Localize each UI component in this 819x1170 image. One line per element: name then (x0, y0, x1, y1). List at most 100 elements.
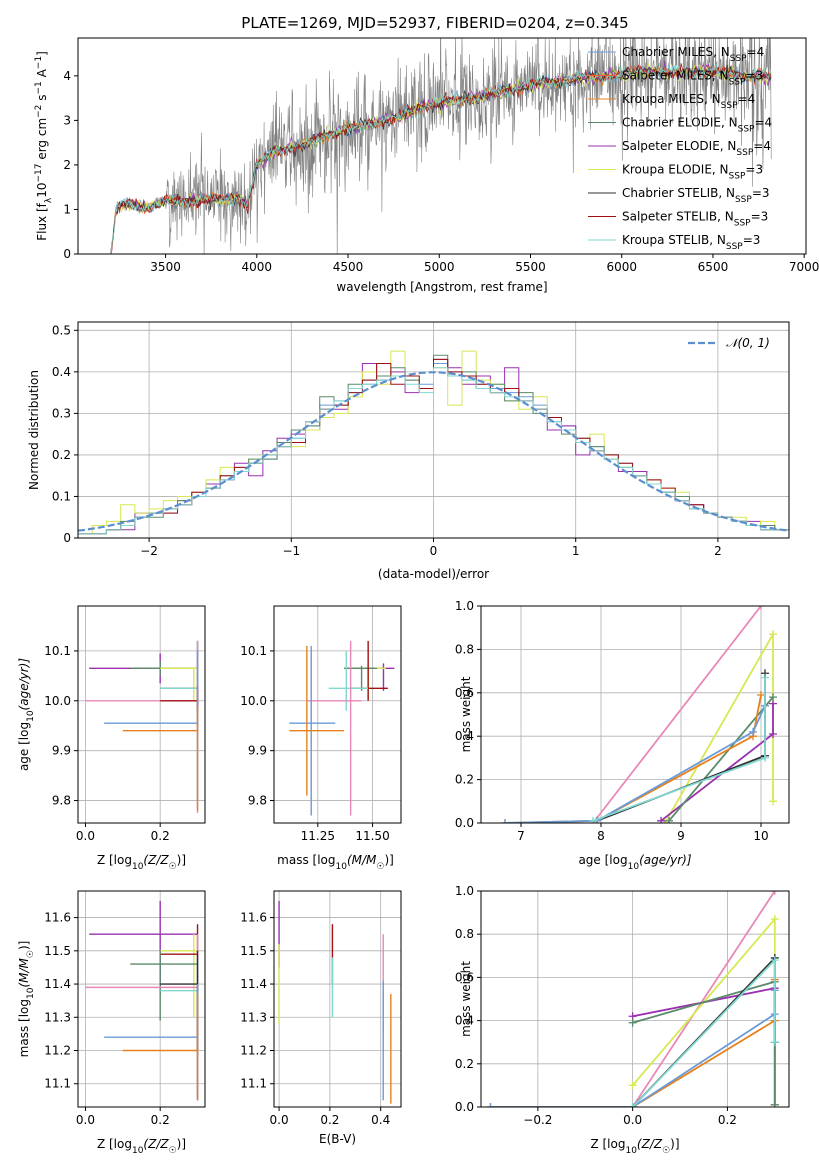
label-part: SSP (729, 172, 746, 182)
series-marker (628, 1081, 637, 1090)
plot-area (85, 640, 199, 814)
label-part: =4 (747, 45, 765, 59)
y-tick-label: 0 (63, 531, 71, 545)
x-axis-label: age [log10(age/yr)] (578, 853, 691, 872)
y-tick-label: 0.2 (52, 448, 71, 462)
series-marker (657, 816, 665, 823)
x-axis-label: Z [log10(Z/Z☉)] (97, 1137, 186, 1156)
series-marker (769, 730, 777, 739)
series-marker (501, 819, 509, 823)
label-part: s (35, 95, 49, 105)
label-part: 10 (26, 987, 36, 999)
y-tick-label: 9.8 (52, 794, 71, 808)
y-tick-label: 10.1 (240, 644, 267, 658)
x-tick-label: 5000 (424, 260, 455, 274)
label-part: erg cm (35, 118, 49, 164)
series-line (668, 696, 774, 822)
x-tick-label: 7 (517, 829, 525, 843)
label-part: )] (384, 853, 393, 867)
y-tick-label: 10.0 (240, 694, 267, 708)
y-tick-label: 11.3 (240, 1010, 267, 1024)
label-part: SSP (729, 78, 746, 88)
y-tick-label: 0.0 (455, 816, 474, 830)
axes-frame (480, 890, 790, 1108)
ebv-mass-panel: 0.0 0.2 0.4 11.1 11.2 11.3 11.4 11.5 11.6 E(B-V) (240, 890, 402, 1146)
label-part: SSP (735, 195, 752, 205)
y-tick-label: 1.0 (455, 599, 474, 613)
label-part: SSP (738, 125, 755, 135)
legend-entry: Kroupa STELIB, NSSP=3 (622, 233, 760, 252)
y-tick-label: 0.5 (52, 323, 71, 337)
y-tick-label: 9.8 (248, 794, 267, 808)
y-axis-label-group: mass weight (459, 961, 473, 1037)
legend-entry: Salpeter STELIB, NSSP=3 (622, 210, 768, 229)
plot-area (486, 891, 779, 1107)
mass-age-panel: 11.25 11.50 9.8 9.9 10.0 10.1 mass [log10(M/M☉… (240, 605, 402, 872)
y-axis-label: mass weight (459, 676, 473, 752)
x-axis-label: Z [log10(Z/Z☉)] (590, 1137, 679, 1156)
x-tick-label: 2 (714, 544, 722, 558)
y-tick-label: 0.4 (455, 729, 474, 743)
label-part: )] (177, 1137, 186, 1151)
series-marker (628, 1018, 637, 1027)
label-part: Z [log (97, 853, 132, 867)
series-marker (769, 630, 777, 639)
y-tick-label: 11.2 (240, 1044, 267, 1058)
y-axis-label: Flux [fλ10−17 erg cm−2 s−1 A−1] (34, 51, 54, 241)
label-part: Salpeter ELODIE, N (622, 139, 736, 153)
legend-entry: Chabrier MILES, NSSP=4 (622, 45, 764, 64)
label-part: (Z/Z (143, 853, 169, 867)
label-part: 10 (26, 710, 36, 722)
figure-title: PLATE=1269, MJD=52937, FIBERID=0204, z=0… (241, 14, 628, 32)
x-tick-label: 0.0 (623, 1113, 642, 1127)
label-part: =3 (751, 210, 769, 224)
label-part: Kroupa MILES, N (622, 92, 721, 106)
label-part: 10 (336, 862, 348, 872)
label-part: 10 (132, 862, 144, 872)
legend-entry: Kroupa ELODIE, NSSP=3 (622, 163, 763, 182)
y-tick-label: 11.5 (240, 944, 267, 958)
label-part: Chabrier ELODIE, N (622, 116, 738, 130)
label-part: 10 (132, 1146, 144, 1156)
series-marker (589, 816, 597, 823)
label-part: =4 (738, 92, 756, 106)
label-part: ☉ (376, 862, 384, 872)
y-axis-label: age [log10(age/yr)] (17, 658, 36, 771)
label-part: Kroupa STELIB, N (622, 233, 726, 247)
y-tick-label: 0.8 (455, 642, 474, 656)
y-tick-label: 0.6 (455, 970, 474, 984)
label-part: Z [log (97, 1137, 132, 1151)
series-marker (769, 797, 777, 806)
x-tick-label: 0.0 (270, 1113, 289, 1127)
residuals-panel: −2 −1 0 1 2 0 0.1 0.2 0.3 0.4 0.5 Normed distributi… (27, 321, 790, 581)
y-tick-label: 9.9 (248, 744, 267, 758)
x-tick-label: 10 (753, 829, 768, 843)
series-marker (665, 816, 673, 823)
plot-area (110, 38, 772, 254)
y-tick-label: 11.5 (44, 944, 71, 958)
x-tick-label: −1 (282, 544, 300, 558)
series-marker (757, 606, 765, 610)
series-marker (770, 915, 779, 924)
label-part: (M/M (17, 957, 31, 987)
label-part: )] (670, 1137, 679, 1151)
z-mass-panel: 0.0 0.211.111.211.311.411.511.6Z [log10(Z… (17, 890, 206, 1156)
age-weight-panel: 7 8 9 10 0.0 0.2 0.4 0.6 0.8 1.0 mass weight age [l… (455, 599, 790, 872)
model-spectrum (110, 63, 772, 254)
y-tick-label: 11.1 (240, 1077, 267, 1091)
legend-entry: 𝒩(0, 1) (726, 336, 770, 350)
y-tick-label: 0.2 (455, 773, 474, 787)
x-axis-label: mass [log10(M/M☉)] (277, 853, 394, 872)
x-tick-label: 3500 (150, 260, 181, 274)
label-part: =4 (754, 116, 772, 130)
x-tick-label: 4500 (333, 260, 364, 274)
plot-area (78, 350, 789, 538)
label-part: =4 (753, 139, 771, 153)
label-part: −17 (34, 164, 44, 183)
y-tick-label: 0.2 (455, 1057, 474, 1071)
x-tick-label: 0.2 (320, 1113, 339, 1127)
label-part: =3 (745, 163, 763, 177)
label-part: (age/yr)] (17, 658, 31, 711)
